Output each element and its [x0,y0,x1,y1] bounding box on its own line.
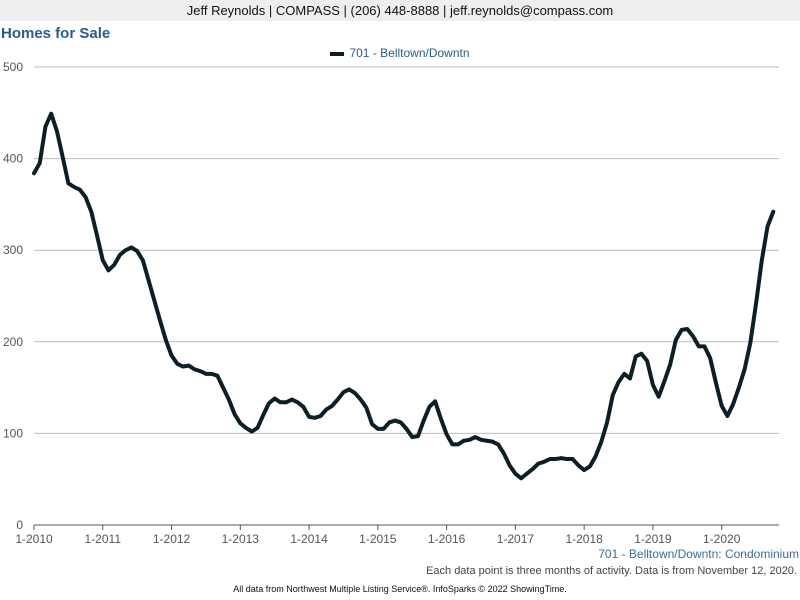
x-tick-label: 1-2014 [290,532,328,546]
x-tick-label: 1-2015 [359,532,397,546]
x-tick-label: 1-2020 [703,532,741,546]
series-layer [32,111,776,481]
data-note: Each data point is three months of activ… [426,565,797,577]
x-tick-label: 1-2019 [634,532,672,546]
y-tick-label: 400 [3,152,23,166]
legend: 701 - Belltown/Downtn [0,46,800,60]
x-tick-label: 1-2017 [497,532,535,546]
legend-label: 701 - Belltown/Downtn [349,46,470,60]
agent-header: Jeff Reynolds | COMPASS | (206) 448-8888… [0,0,800,21]
gridlines [34,66,779,434]
y-tick-label: 100 [3,426,23,440]
y-tick-label: 300 [3,243,23,257]
y-tick-label: 0 [16,518,23,532]
x-tick-label: 1-2016 [428,532,466,546]
x-tick-label: 1-2011 [85,532,122,546]
axes: 0 100 200 300 400 500 1-2010 1-2011 1-2012 1-2013… [3,60,779,546]
legend-swatch [330,51,345,56]
series-line-0 [32,111,776,481]
x-tick-label: 1-2013 [222,532,260,546]
y-tick-label: 500 [3,60,23,74]
chart-title: Homes for Sale [1,25,111,42]
x-tick-label: 1-2012 [153,532,191,546]
chart-subtitle: 701 - Belltown/Downtn: Condominium [598,547,799,561]
x-tick-label: 1-2018 [565,532,603,546]
y-tick-label: 200 [3,335,23,349]
x-tick-label: 1-2010 [15,532,53,546]
source-footer: All data from Northwest Multiple Listing… [233,584,567,594]
